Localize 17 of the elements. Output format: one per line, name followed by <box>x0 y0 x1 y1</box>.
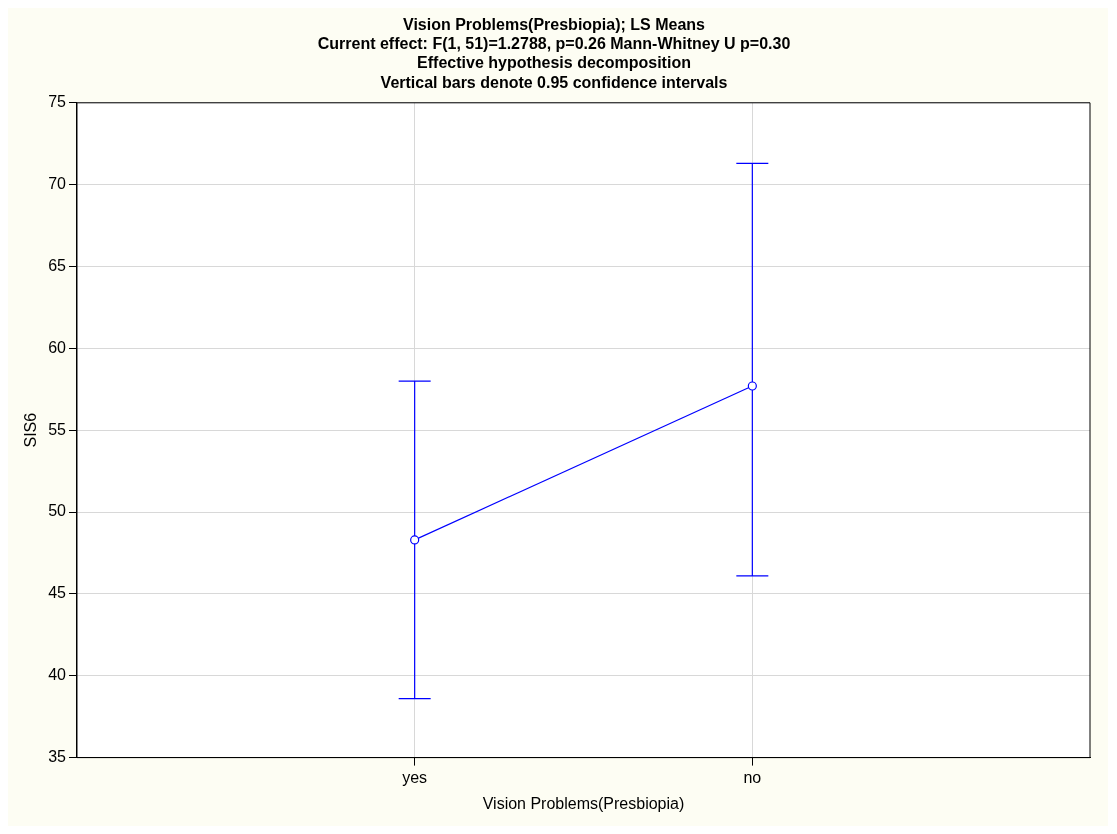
y-tick-label: 40 <box>48 666 67 684</box>
y-tick-label: 35 <box>48 748 67 766</box>
text: Effective hypothesis decomposition <box>417 54 691 72</box>
y-tick-label: 70 <box>48 175 67 193</box>
chart-subtitle: Current effect: F(1, 51)=1.2788, p=0.26 Mann-Whitney U p=0.30 <box>317 35 791 53</box>
text: Vertical bars denote 0.95 confidence intervals <box>380 73 728 91</box>
y-tick-label: 50 <box>48 502 67 520</box>
y-tick-label: 45 <box>48 584 67 602</box>
y-tick-label: 75 <box>48 93 67 111</box>
y-tick-label: 55 <box>48 420 67 438</box>
x-tick-label: no <box>743 768 762 786</box>
y-tick-label: 60 <box>48 338 67 356</box>
x-axis-title: Vision Problems(Presbiopia) <box>482 794 685 812</box>
y-tick-label: 65 <box>48 256 67 274</box>
x-tick-label: yes <box>402 768 428 786</box>
y-axis-title: SIS6 <box>22 412 40 448</box>
chart-title: Vision Problems(Presbiopia); LS Means <box>403 16 706 34</box>
